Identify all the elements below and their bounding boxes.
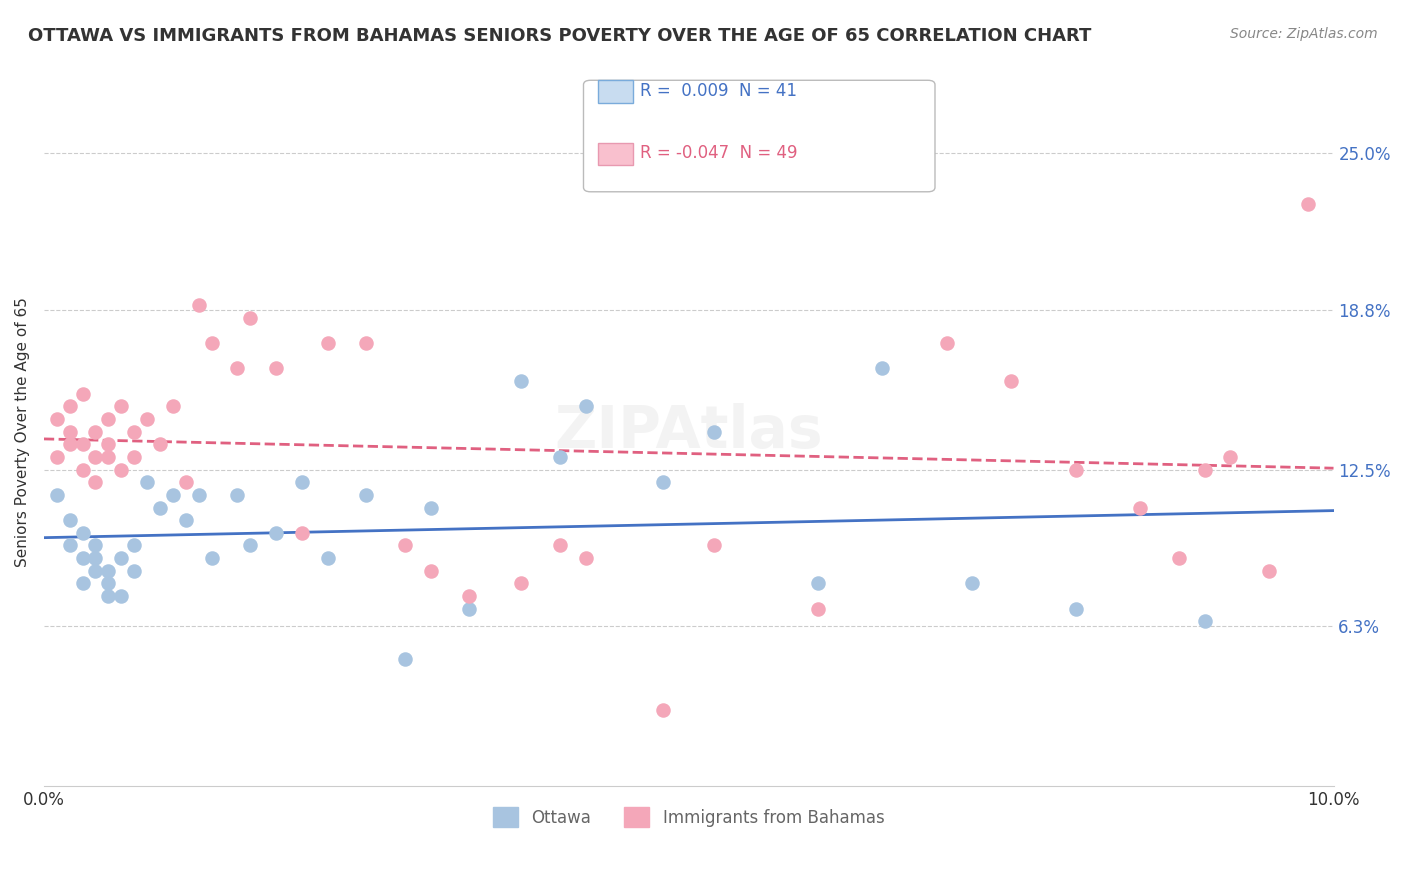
Point xyxy=(149,437,172,451)
Point xyxy=(97,437,120,451)
Point xyxy=(97,450,120,464)
Point xyxy=(239,310,262,325)
Point xyxy=(548,538,571,552)
Point xyxy=(97,576,120,591)
Point xyxy=(72,386,94,401)
Point xyxy=(72,525,94,540)
Point xyxy=(136,475,159,490)
Point xyxy=(458,589,481,603)
Point xyxy=(703,538,725,552)
Point xyxy=(84,450,107,464)
Point xyxy=(45,412,67,426)
Point xyxy=(84,564,107,578)
Point xyxy=(574,551,596,566)
Point xyxy=(136,412,159,426)
Point xyxy=(419,500,441,515)
Point xyxy=(45,488,67,502)
Point xyxy=(510,374,533,388)
Point xyxy=(1194,462,1216,476)
Point xyxy=(264,361,287,376)
Point xyxy=(122,425,145,439)
Point xyxy=(84,425,107,439)
Point xyxy=(226,488,249,502)
Point xyxy=(110,551,132,566)
Text: R = -0.047  N = 49: R = -0.047 N = 49 xyxy=(640,145,797,162)
Point xyxy=(122,538,145,552)
Point xyxy=(187,488,209,502)
Point xyxy=(316,551,339,566)
Point xyxy=(187,298,209,312)
Point xyxy=(316,336,339,351)
Point xyxy=(1000,374,1022,388)
Point xyxy=(703,425,725,439)
Point xyxy=(1064,462,1087,476)
Point xyxy=(84,538,107,552)
Point xyxy=(239,538,262,552)
Point xyxy=(870,361,893,376)
Point xyxy=(45,450,67,464)
Point xyxy=(174,513,197,527)
Point xyxy=(97,412,120,426)
Point xyxy=(264,525,287,540)
Point xyxy=(1296,197,1319,211)
Point xyxy=(110,400,132,414)
Point xyxy=(807,601,830,615)
Text: ZIPAtlas: ZIPAtlas xyxy=(554,403,823,460)
Text: OTTAWA VS IMMIGRANTS FROM BAHAMAS SENIORS POVERTY OVER THE AGE OF 65 CORRELATION: OTTAWA VS IMMIGRANTS FROM BAHAMAS SENIOR… xyxy=(28,27,1091,45)
Point xyxy=(110,462,132,476)
Point xyxy=(72,576,94,591)
Point xyxy=(200,551,222,566)
Point xyxy=(162,400,184,414)
Point xyxy=(1258,564,1281,578)
Point xyxy=(200,336,222,351)
Point xyxy=(651,703,673,717)
Y-axis label: Seniors Poverty Over the Age of 65: Seniors Poverty Over the Age of 65 xyxy=(15,297,30,566)
Point xyxy=(510,576,533,591)
Point xyxy=(548,450,571,464)
Point xyxy=(122,450,145,464)
Point xyxy=(97,564,120,578)
Text: R =  0.009  N = 41: R = 0.009 N = 41 xyxy=(640,82,797,100)
Point xyxy=(122,564,145,578)
Point xyxy=(162,488,184,502)
Point xyxy=(174,475,197,490)
Point xyxy=(419,564,441,578)
Point xyxy=(59,425,82,439)
Point xyxy=(59,437,82,451)
Point xyxy=(962,576,984,591)
Point xyxy=(110,589,132,603)
Point xyxy=(72,462,94,476)
Point xyxy=(84,475,107,490)
Point xyxy=(291,475,314,490)
Point xyxy=(149,500,172,515)
Point xyxy=(1167,551,1189,566)
Point xyxy=(1219,450,1241,464)
Point xyxy=(356,336,378,351)
Point xyxy=(291,525,314,540)
Text: Source: ZipAtlas.com: Source: ZipAtlas.com xyxy=(1230,27,1378,41)
Point xyxy=(72,437,94,451)
Point xyxy=(356,488,378,502)
Point xyxy=(1129,500,1152,515)
Point xyxy=(59,400,82,414)
Point xyxy=(935,336,957,351)
Point xyxy=(59,538,82,552)
Point xyxy=(574,400,596,414)
Point xyxy=(97,589,120,603)
Legend: Ottawa, Immigrants from Bahamas: Ottawa, Immigrants from Bahamas xyxy=(486,800,891,834)
Point xyxy=(226,361,249,376)
Point xyxy=(394,538,416,552)
Point xyxy=(1194,615,1216,629)
Point xyxy=(59,513,82,527)
Point xyxy=(1064,601,1087,615)
Point xyxy=(72,551,94,566)
Point xyxy=(84,551,107,566)
Point xyxy=(870,108,893,122)
Point xyxy=(807,576,830,591)
Point xyxy=(394,652,416,666)
Point xyxy=(458,601,481,615)
Point xyxy=(651,475,673,490)
